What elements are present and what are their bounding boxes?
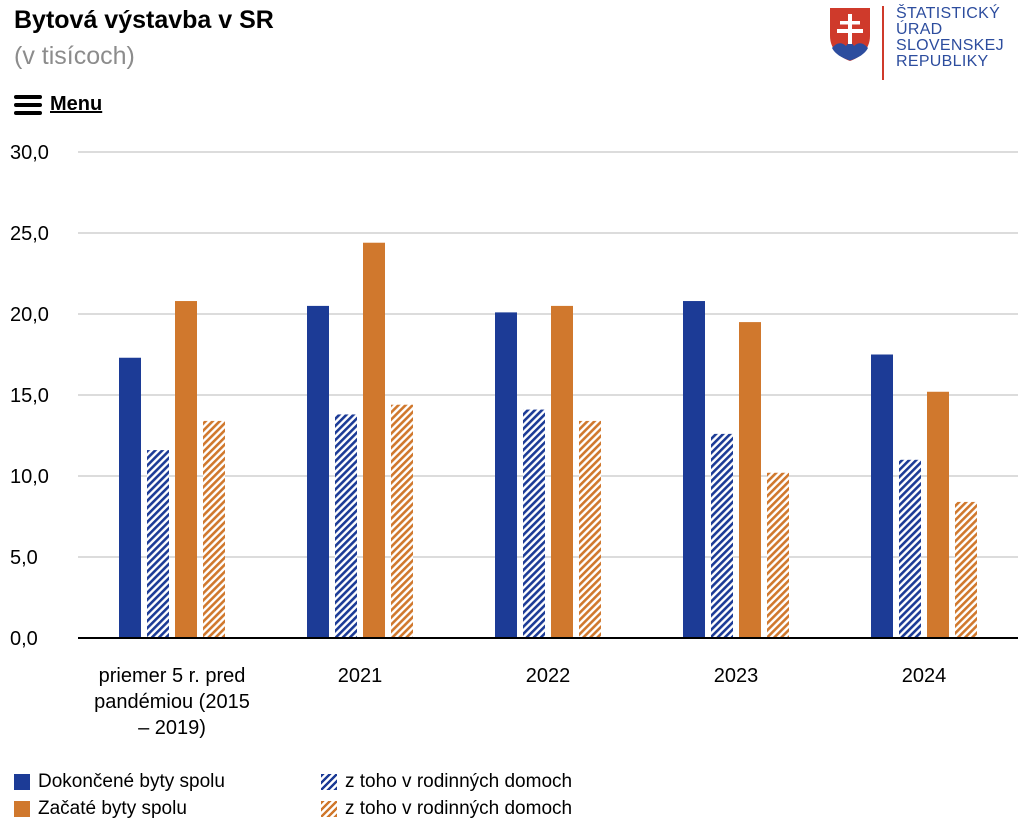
logo-text: ŠTATISTICKÝ ÚRAD SLOVENSKEJ REPUBLIKY (896, 6, 1004, 70)
bar[interactable]: z toho v rodinných domoch: 11 (899, 459, 921, 638)
chart-title: Bytová výstavba v SR (14, 6, 274, 34)
y-tick-label: 25,0 (10, 223, 49, 245)
sur-logo[interactable]: ŠTATISTICKÝ ÚRAD SLOVENSKEJ REPUBLIKY (828, 6, 1004, 80)
logo-line: SLOVENSKEJ (896, 37, 1004, 54)
x-tick-label: 2023 (714, 665, 759, 687)
y-tick-label: 0,0 (10, 628, 38, 650)
legend-label: z toho v rodinných domoch (345, 797, 573, 819)
bar[interactable]: Začaté byty spolu: 24.4 (363, 242, 385, 638)
bar[interactable]: z toho v rodinných domoch: 13.8 (335, 414, 357, 638)
bar[interactable]: Dokončené byty spolu: 20.8 (683, 301, 705, 638)
bar[interactable]: z toho v rodinných domoch: 11.6 (147, 450, 169, 638)
legend-swatch (321, 773, 337, 790)
bar[interactable]: Začaté byty spolu: 20.5 (551, 305, 573, 638)
legend-label: z toho v rodinných domoch (345, 770, 573, 792)
x-tick-label: 2021 (338, 665, 383, 687)
logo-divider (882, 6, 884, 80)
legend-item-completed-family-houses[interactable]: z toho v rodinných domoch (321, 768, 572, 795)
y-tick-label: 30,0 (10, 142, 49, 164)
legend-label: Začaté byty spolu (38, 797, 187, 819)
x-tick-label: 2024 (902, 665, 947, 687)
legend-item-started[interactable]: Začaté byty spolu (14, 795, 225, 822)
bar[interactable]: z toho v rodinných domoch: 10.2 (767, 472, 789, 638)
bar[interactable]: Začaté byty spolu: 15.2 (927, 391, 949, 638)
y-tick-label: 10,0 (10, 466, 49, 488)
y-tick-label: 15,0 (10, 385, 49, 407)
legend-column-left: Dokončené byty spolu Začaté byty spolu (14, 768, 225, 822)
menu-button[interactable]: Menu (14, 93, 102, 116)
legend-column-right: z toho v rodinných domoch z toho v rodin… (321, 768, 572, 822)
hamburger-icon (14, 94, 42, 115)
bar[interactable]: z toho v rodinných domoch: 8.4 (955, 501, 977, 638)
y-tick-label: 5,0 (10, 547, 38, 569)
chart-subtitle: (v tisícoch) (14, 42, 135, 70)
legend-item-started-family-houses[interactable]: z toho v rodinných domoch (321, 795, 572, 822)
legend-swatch (14, 800, 30, 817)
legend-swatch (14, 773, 30, 790)
bar[interactable]: Dokončené byty spolu: 17.3 (119, 357, 141, 638)
bar[interactable]: Začaté byty spolu: 19.5 (739, 322, 761, 638)
bar[interactable]: z toho v rodinných domoch: 13.4 (203, 420, 225, 638)
bar[interactable]: z toho v rodinných domoch: 14.4 (391, 404, 413, 638)
logo-line: REPUBLIKY (896, 53, 989, 70)
bar-chart: Dokončené byty spolu: 17.3 z toho v rodin… (10, 142, 1018, 739)
bar[interactable]: z toho v rodinných domoch: 13.4 (579, 420, 601, 638)
legend-label: Dokončené byty spolu (38, 770, 225, 792)
bar[interactable]: Dokončené byty spolu: 20.5 (307, 305, 329, 638)
legend-item-completed[interactable]: Dokončené byty spolu (14, 768, 225, 795)
logo-line: ŠTATISTICKÝ (896, 5, 1001, 22)
bar[interactable]: Dokončené byty spolu: 20.1 (495, 312, 517, 638)
bar[interactable]: z toho v rodinných domoch: 14.1 (523, 409, 545, 638)
x-tick-label: 2022 (526, 665, 571, 687)
legend-swatch (321, 800, 337, 817)
x-tick-label: priemer 5 r. pred pandémiou (2015– 2019) (94, 665, 250, 739)
y-tick-label: 20,0 (10, 304, 49, 326)
menu-label: Menu (50, 93, 103, 115)
bar[interactable]: Dokončené byty spolu: 17.5 (871, 354, 893, 639)
bar[interactable]: Začaté byty spolu: 20.8 (175, 301, 197, 638)
coat-of-arms-icon (830, 8, 870, 61)
logo-line: ÚRAD (896, 21, 943, 38)
bar[interactable]: z toho v rodinných domoch: 12.6 (711, 433, 733, 638)
